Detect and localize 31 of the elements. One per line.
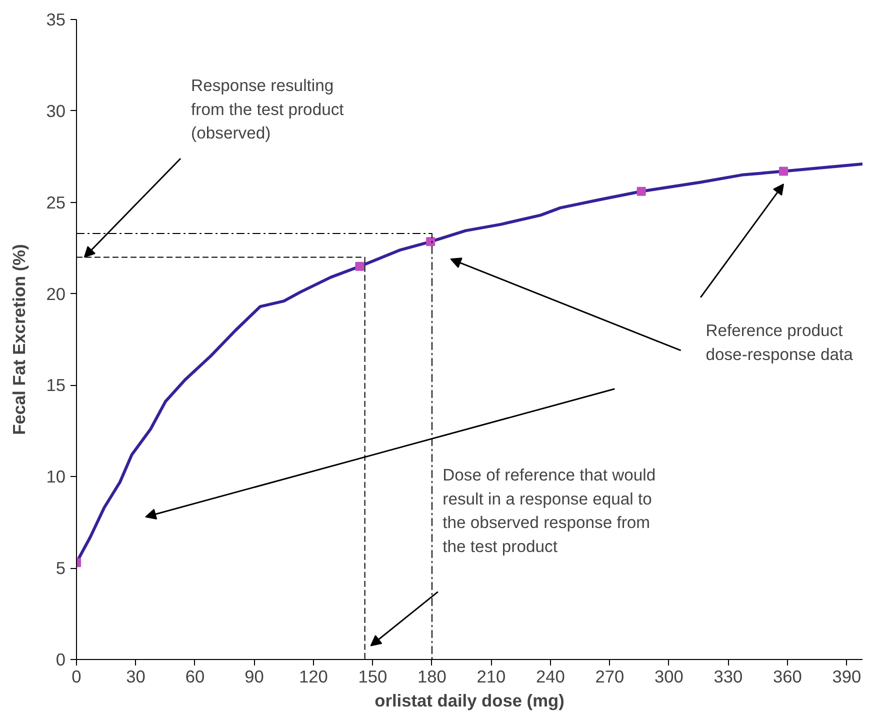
point [355,262,364,271]
x-tick-label: 360 [773,666,802,686]
y-tick-label: 0 [56,650,66,670]
x-tick-label: 240 [536,666,565,686]
x-tick-label: 330 [714,666,743,686]
x-tick-label: 90 [244,666,264,686]
x-tick-label: 150 [358,666,388,686]
annotation: Response resulting from the test product (observed) [191,76,344,143]
y-tick-label: 30 [46,100,66,121]
y-axis-title: Fecal Fat Excretion (%) [9,244,30,435]
point [636,186,646,196]
annotation: Dose of reference that would result in a response equal to the observed response from the test product [442,466,656,556]
y-tick-label: 35 [46,10,66,30]
x-tick-label: 30 [126,666,146,686]
x-tick-label: 0 [72,666,82,686]
y-tick-label: 15 [46,375,66,396]
x-tick-label: 210 [476,666,506,686]
x-tick-label: 300 [654,666,684,686]
annotation: Reference product dose-response data [706,321,854,364]
x-tick-label: 180 [418,666,446,686]
y-tick-label: 20 [46,284,66,304]
x-tick-label: 120 [299,666,328,686]
x-tick-label: 60 [185,666,205,686]
x-tick-label: 390 [832,666,862,686]
y-tick-label: 10 [46,466,66,487]
point [426,237,436,246]
y-tick-label: 5 [56,558,66,578]
y-tick-label: 25 [46,192,66,212]
x-tick-label: 270 [595,666,624,686]
x-axis-title: orlistat daily dose (mg) [374,690,564,710]
point [779,166,788,176]
